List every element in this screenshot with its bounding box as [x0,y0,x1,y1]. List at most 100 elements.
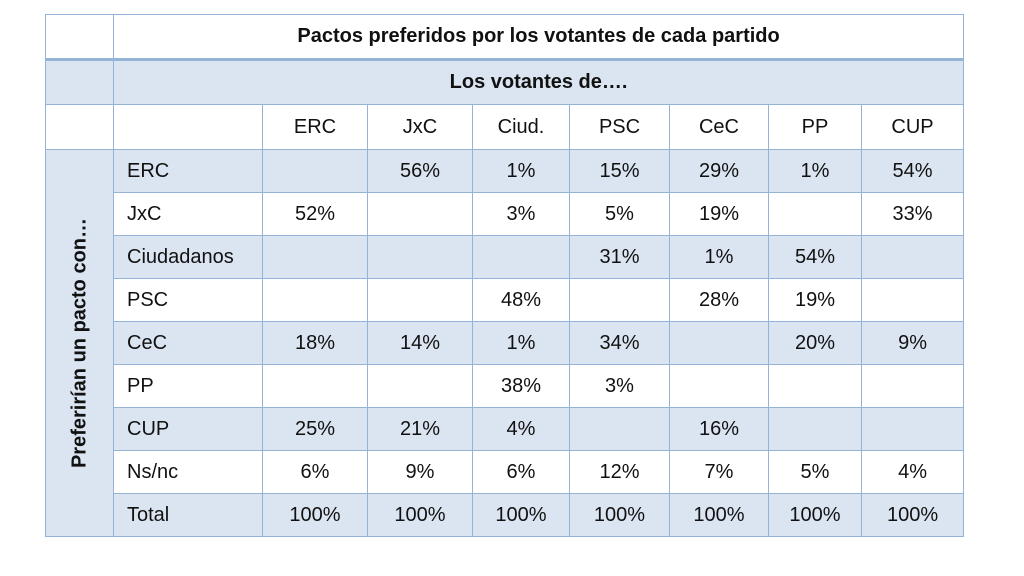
table-cell: 7% [669,450,769,494]
table-cell: 1% [669,235,769,279]
table-cell: 20% [768,321,862,365]
table-cell: 100% [860,493,965,537]
table-cell: 48% [472,278,570,322]
pacts-table: Pactos preferidos por los votantes de ca… [45,14,965,537]
row-label: PP [113,364,263,408]
table-cell: 34% [569,321,670,365]
row-label: Total [113,493,263,537]
table-cell: 31% [569,235,670,279]
table-cell [367,278,473,322]
table-cell: 9% [860,321,965,365]
column-header-row: ERC JxC Ciud. PSC CeC PP CUP [45,104,965,150]
group-header: Los votantes de…. [112,59,965,105]
header-blank-cell [45,104,114,150]
table-cell [367,235,473,279]
table-cell: 3% [472,192,570,236]
table-cell: 100% [367,493,473,537]
table-row: Ciudadanos 31% 1% 54% [46,235,965,279]
table-cell: 3% [569,364,670,408]
row-label: Ns/nc [113,450,263,494]
table-cell [860,278,965,322]
table-cell: 6% [262,450,368,494]
table-cell: 1% [472,149,570,193]
table-cell: 56% [367,149,473,193]
column-header-psc: PSC [569,104,670,150]
table-cell [367,364,473,408]
table-cell: 100% [262,493,368,537]
side-label: Preferirían un pacto con… [68,217,90,469]
table-cell: 16% [669,407,769,451]
table-cell: 29% [669,149,769,193]
table-cell: 38% [472,364,570,408]
table-cell [262,364,368,408]
side-label-cell: Preferirían un pacto con… [45,149,114,537]
table-cell [367,192,473,236]
table-cell: 1% [472,321,570,365]
table-row: CUP 25% 21% 4% 16% [46,407,965,451]
table-cell: 18% [262,321,368,365]
table-cell: 15% [569,149,670,193]
table-cell [768,407,862,451]
table-cell [472,235,570,279]
row-label: CUP [113,407,263,451]
table-title: Pactos preferidos por los votantes de ca… [112,14,965,61]
table-cell: 4% [860,450,965,494]
table-row: Total 100% 100% 100% 100% 100% 100% 100% [46,493,965,537]
row-label: JxC [113,192,263,236]
table-cell: 1% [768,149,862,193]
table-cell [768,364,862,408]
table-cell: 19% [669,192,769,236]
table-cell: 25% [262,407,368,451]
table-cell: 100% [472,493,570,537]
group-header-row: Los votantes de…. [45,59,965,105]
table-cell: 9% [367,450,473,494]
table-cell [860,235,965,279]
table-cell: 33% [860,192,965,236]
table-cell: 6% [472,450,570,494]
table-cell [860,364,965,408]
column-header-cec: CeC [669,104,769,150]
table-cell: 21% [367,407,473,451]
table-row: PSC 48% 28% 19% [46,278,965,322]
row-label: ERC [113,149,263,193]
column-header-erc: ERC [262,104,368,150]
table-cell [669,321,769,365]
column-header-ciud: Ciud. [472,104,570,150]
table-cell: 100% [669,493,769,537]
table-cell: 100% [569,493,670,537]
column-header-cup: CUP [860,104,965,150]
table-cell: 52% [262,192,368,236]
table-row: PP 38% 3% [46,364,965,408]
column-header-jxc: JxC [367,104,473,150]
table-cell: 19% [768,278,862,322]
table-cell [860,407,965,451]
header-blank-label-cell [113,104,263,150]
table-row: Ns/nc 6% 9% 6% 12% 7% 5% 4% [46,450,965,494]
table-cell: 5% [569,192,670,236]
table-cell [262,235,368,279]
table-body: Preferirían un pacto con… ERC 56% 1% 15% 29% 1… [45,149,965,537]
table-cell [569,407,670,451]
corner-cell [45,14,114,61]
table-cell [262,278,368,322]
table-cell: 100% [768,493,862,537]
table-row: CeC 18% 14% 1% 34% 20% 9% [46,321,965,365]
table-row: Preferirían un pacto con… ERC 56% 1% 15% 29% 1… [45,149,965,537]
title-row: Pactos preferidos por los votantes de ca… [45,14,965,61]
table-cell [569,278,670,322]
table-cell: 28% [669,278,769,322]
table-cell: 5% [768,450,862,494]
row-label: Ciudadanos [113,235,263,279]
table-cell: 14% [367,321,473,365]
table-cell: 54% [768,235,862,279]
row-label: PSC [113,278,263,322]
group-corner-cell [45,59,114,105]
row-label: CeC [113,321,263,365]
table-cell [262,149,368,193]
table-cell [669,364,769,408]
table-cell: 54% [860,149,965,193]
table-cell [768,192,862,236]
table-cell: 12% [569,450,670,494]
table-cell: 4% [472,407,570,451]
table-row: JxC 52% 3% 5% 19% 33% [46,192,965,236]
